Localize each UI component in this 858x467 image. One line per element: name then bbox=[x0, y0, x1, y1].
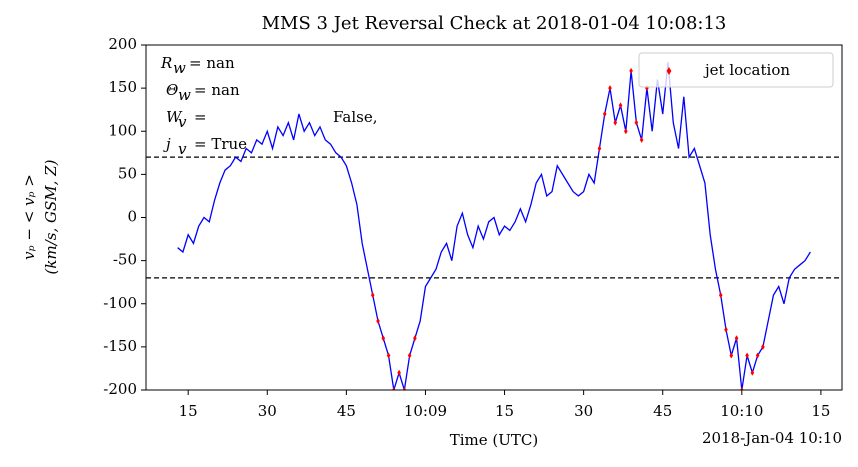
y-tick-label: -100 bbox=[103, 294, 137, 312]
jet-point bbox=[750, 369, 755, 376]
annotation-symbol: W bbox=[166, 108, 183, 126]
jet-point bbox=[370, 292, 375, 299]
legend-marker bbox=[666, 67, 672, 75]
jet-point bbox=[381, 335, 386, 342]
x-tick-label: 30 bbox=[258, 402, 277, 420]
y-tick-label: 150 bbox=[108, 78, 137, 96]
annotation-sub: w bbox=[178, 86, 191, 104]
x-tick-label: 15 bbox=[179, 402, 198, 420]
annotation-text: = nan bbox=[189, 54, 235, 72]
legend-box bbox=[638, 52, 834, 88]
y-axis-label: vₚ − < vₚ > bbox=[20, 174, 38, 260]
annotation-sub: v bbox=[178, 113, 187, 131]
x-offset-label: 2018-Jan-04 10:10 bbox=[702, 429, 842, 447]
data-line bbox=[177, 62, 811, 390]
annotation-text: = bbox=[194, 108, 207, 126]
y-tick-label: 0 bbox=[127, 208, 137, 226]
jet-point bbox=[734, 335, 739, 342]
y-tick-label: -50 bbox=[113, 251, 137, 269]
jet-point bbox=[407, 352, 412, 359]
annotation-sub: w bbox=[173, 59, 186, 77]
jet-point bbox=[613, 119, 618, 126]
jet-point bbox=[618, 102, 623, 109]
y-tick-label: 100 bbox=[108, 121, 137, 139]
jet-point bbox=[634, 119, 639, 126]
jet-point bbox=[724, 326, 728, 333]
jet-point bbox=[597, 145, 602, 152]
jet-point bbox=[602, 111, 607, 117]
y-tick-label: 50 bbox=[118, 164, 137, 182]
y-tick-label: -150 bbox=[103, 337, 137, 355]
annotation-symbol: R bbox=[160, 54, 172, 72]
jet-point bbox=[761, 343, 765, 350]
jet-point bbox=[376, 318, 380, 324]
annotation-text: = nan bbox=[194, 81, 240, 99]
jet-point bbox=[629, 67, 633, 74]
annotation-sub: v bbox=[178, 140, 187, 158]
plot-frame bbox=[145, 44, 843, 391]
annotation-text: = True bbox=[194, 135, 247, 153]
jet-point bbox=[386, 352, 391, 359]
chart-title: MMS 3 Jet Reversal Check at 2018-01-04 1… bbox=[262, 13, 727, 34]
jet-point bbox=[740, 387, 744, 390]
x-tick-label: 30 bbox=[574, 402, 593, 420]
jet-point bbox=[624, 128, 628, 135]
jet-point bbox=[608, 85, 612, 92]
x-tick-label: 10:09 bbox=[404, 402, 447, 420]
y-tick-label: 200 bbox=[108, 35, 137, 53]
jet-point bbox=[718, 292, 723, 299]
jet-point bbox=[397, 369, 401, 376]
jet-point bbox=[755, 352, 760, 359]
jet-point bbox=[413, 335, 417, 342]
jet-point bbox=[402, 387, 407, 390]
x-tick-label: 45 bbox=[337, 402, 356, 420]
x-axis-label: Time (UTC) bbox=[450, 431, 539, 449]
annotation-symbol: j bbox=[163, 135, 171, 153]
x-tick-label: 15 bbox=[811, 402, 830, 420]
jet-point bbox=[729, 352, 734, 359]
legend-label: jet location bbox=[703, 61, 790, 79]
x-tick-label: 45 bbox=[653, 402, 672, 420]
plot-area bbox=[177, 62, 811, 390]
x-tick-label: 15 bbox=[495, 402, 514, 420]
jet-point bbox=[392, 387, 396, 390]
y-axis-label: (km/s, GSM, Z) bbox=[42, 159, 60, 274]
jet-point bbox=[745, 352, 749, 359]
jet-point bbox=[639, 136, 644, 143]
x-tick-label: 10:10 bbox=[720, 402, 763, 420]
y-tick-label: -200 bbox=[103, 380, 137, 398]
annotation-extra: False, bbox=[333, 108, 377, 126]
annotation-symbol: Θ bbox=[166, 81, 178, 99]
